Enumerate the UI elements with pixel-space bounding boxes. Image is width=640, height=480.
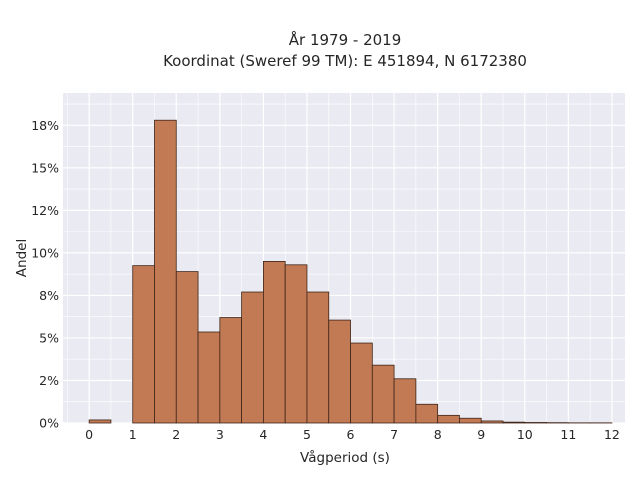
x-tick-label: 7 [390,427,398,442]
y-tick-labels: 0% 2% 5% 8% 10% 12% 15% 18% [31,118,59,431]
histogram-bar [415,403,439,424]
y-tick-label: 2% [39,373,59,388]
x-tick-label: 6 [347,427,355,442]
x-tick-label: 9 [477,427,485,442]
histogram-bar [284,264,308,424]
histogram-bar [328,319,351,424]
chart-title-line1: År 1979 - 2019 [289,30,402,49]
y-tick-label: 15% [31,160,59,175]
histogram-bar [502,421,526,424]
x-tick-label: 1 [129,427,137,442]
x-tick-label: 2 [172,427,180,442]
bars [88,119,613,424]
histogram-bar [88,419,112,424]
y-tick-label: 10% [31,245,59,260]
histogram-bar [459,417,482,424]
histogram-bar [480,420,504,424]
histogram-bar [241,291,264,424]
histogram-bar [350,342,373,424]
x-tick-label: 5 [303,427,311,442]
y-tick-label: 18% [31,118,59,133]
histogram-bar [175,271,199,424]
histogram-bar [371,364,395,424]
y-tick-label: 5% [39,330,59,345]
x-tick-label: 8 [434,427,442,442]
histogram-bar [524,422,547,424]
histogram-bar [306,291,330,424]
x-tick-label: 3 [216,427,224,442]
x-tick-label: 0 [85,427,93,442]
chart-title-line2: Koordinat (Sweref 99 TM): E 451894, N 61… [163,52,527,70]
histogram-bar [132,265,155,424]
histogram-bar [219,317,243,424]
x-axis-label: Vågperiod (s) [300,449,390,466]
histogram-bar [197,331,221,424]
histogram-bar [393,378,417,424]
histogram-bar [263,261,286,424]
histogram-bar [154,119,177,424]
y-tick-label: 8% [39,288,59,303]
y-tick-label: 12% [31,203,59,218]
x-tick-labels: 0 1 2 3 4 5 6 7 8 9 10 11 12 [85,427,620,442]
y-axis-label: Andel [14,239,30,277]
x-tick-label: 11 [560,427,576,442]
x-tick-label: 10 [517,427,533,442]
x-tick-label: 12 [604,427,620,442]
y-tick-label: 0% [39,416,59,431]
histogram-bar [437,414,460,424]
x-tick-label: 4 [259,427,267,442]
